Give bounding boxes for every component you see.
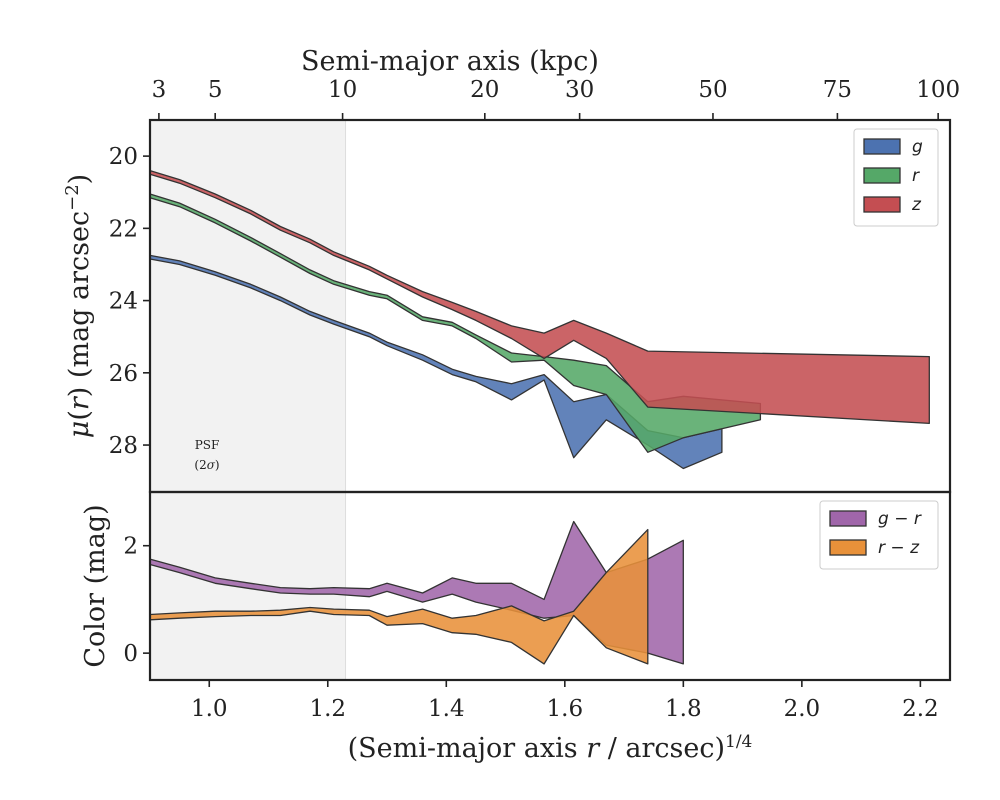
axis-labels: μ(r) (mag arcsec−2) Color (mag) (Semi-majo… [62, 46, 753, 764]
top-tick-label: 30 [565, 77, 594, 103]
top-tick-label: 5 [208, 77, 223, 103]
top-tick-label: 100 [916, 77, 960, 103]
legend-label-rz: r − z [878, 538, 920, 558]
legend-label-g: g [912, 137, 923, 157]
top-tick-label: 10 [328, 77, 357, 103]
legend-swatch-rz [829, 539, 867, 556]
ytick-label-sb: 20 [109, 144, 138, 170]
xtick-label: 1.8 [665, 696, 702, 722]
legend-label-gr: g − r [878, 509, 922, 529]
ytick-label-color: 2 [123, 534, 138, 560]
axes: 20 22 24 26 28 0 2 1.0 1.2 1.4 1.6 1.8 2.0 2.2 3 5 10 20 3… [109, 77, 960, 722]
top-xlabel: Semi-major axis (kpc) [301, 46, 599, 77]
xlabel: (Semi-major axis r / arcsec)1/4 [348, 732, 753, 764]
legend-swatch-z [863, 196, 901, 213]
psf-annotation-line2: (2σ) [194, 458, 219, 472]
ylabel-sb: μ(r) (mag arcsec−2) [62, 174, 96, 438]
ytick-label-sb: 22 [109, 216, 138, 242]
legends: grz g − r r − z [819, 128, 939, 570]
xtick-label: 1.2 [309, 696, 346, 722]
ylabel-color: Color (mag) [80, 504, 111, 667]
top-tick-label: 3 [152, 77, 167, 103]
ytick-label-sb: 26 [109, 361, 138, 387]
panel-frame-color [148, 490, 952, 682]
xtick-label: 1.0 [191, 696, 228, 722]
xtick-label: 2.0 [784, 696, 821, 722]
legend-swatch-gr [829, 510, 867, 527]
xtick-label: 2.2 [902, 696, 939, 722]
band-color-gr [149, 520, 684, 665]
psf-annotation-line1: PSF [195, 438, 220, 452]
top-tick-label: 50 [698, 77, 727, 103]
ytick-label-sb: 28 [109, 433, 138, 459]
ytick-label-sb: 24 [109, 289, 138, 315]
top-tick-label: 75 [823, 77, 852, 103]
band-sb-z [149, 169, 930, 425]
ytick-label-color: 0 [123, 641, 138, 667]
legend-swatch-r [863, 167, 901, 184]
band-sb-r [149, 193, 762, 453]
legend-swatch-g [863, 138, 901, 155]
legend-label-r: r [912, 166, 920, 186]
color-panel [149, 520, 684, 665]
xtick-label: 1.6 [547, 696, 584, 722]
band-color-rz [149, 528, 649, 665]
top-tick-label: 20 [470, 77, 499, 103]
surface-brightness-panel [149, 169, 930, 470]
legend-label-z: z [911, 195, 922, 215]
band-sb-g [149, 254, 723, 470]
xtick-label: 1.4 [428, 696, 465, 722]
